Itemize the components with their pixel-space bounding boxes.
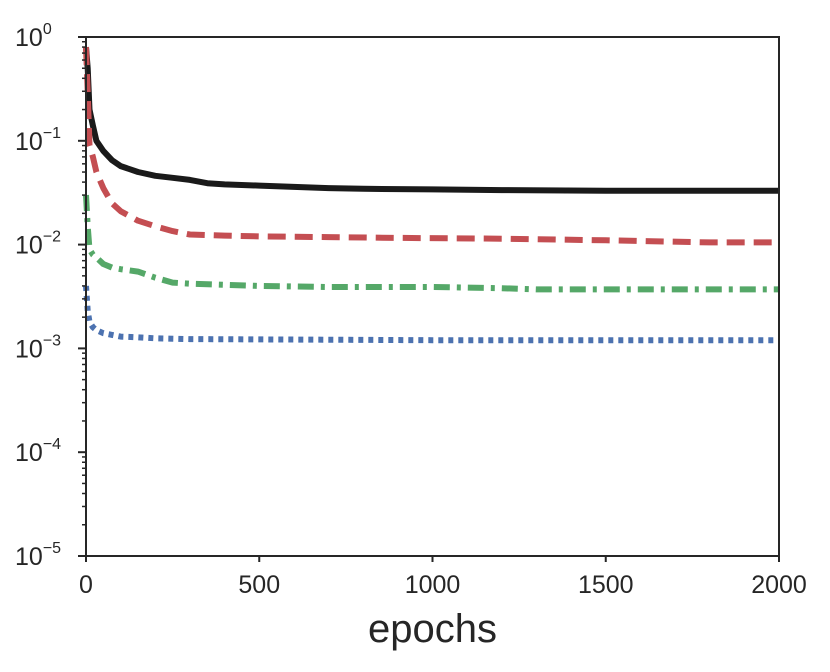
y-tick-label: 10−4 <box>15 436 61 467</box>
y-tick-label: 10−3 <box>15 332 61 363</box>
x-tick-label: 0 <box>79 571 93 599</box>
x-tick-label: 1000 <box>405 571 461 599</box>
x-tick-label: 2000 <box>751 571 807 599</box>
plot-frame <box>85 36 780 557</box>
series-line-2 <box>83 46 779 246</box>
x-tick-label: 500 <box>238 571 280 599</box>
series-line-4 <box>83 285 779 344</box>
series-layer <box>83 46 779 344</box>
y-tick-label: 10−1 <box>15 125 61 156</box>
y-tick-label: 100 <box>15 21 52 52</box>
x-axis-title: epochs <box>368 607 497 651</box>
series-line-1 <box>83 46 779 194</box>
y-tick-label: 10−2 <box>15 229 61 260</box>
x-tick-label: 1500 <box>578 571 634 599</box>
series-line-3 <box>83 194 779 293</box>
y-tick-label: 10−5 <box>15 540 61 571</box>
ticks-layer: 0 500 1000 1500 2000 100 10−1 10−2 10−3 10−4 10−5 <box>15 21 807 599</box>
